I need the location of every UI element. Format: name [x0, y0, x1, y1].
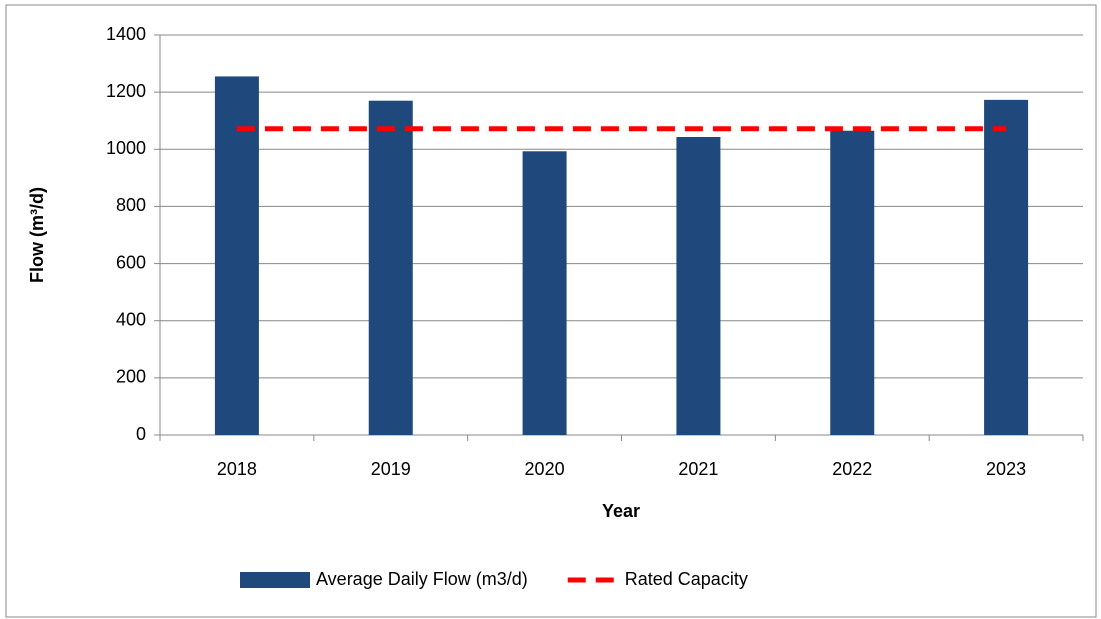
y-tick-label: 1200	[106, 81, 146, 101]
x-tick-label: 2023	[986, 459, 1026, 479]
bar	[676, 137, 721, 435]
x-axis-label: Year	[602, 501, 640, 521]
x-tick-label: 2022	[832, 459, 872, 479]
bar	[214, 76, 259, 435]
x-tick-label: 2021	[678, 459, 718, 479]
y-tick-label: 400	[116, 309, 146, 329]
legend-label: Average Daily Flow (m3/d)	[316, 569, 528, 589]
bar	[984, 99, 1029, 435]
bar	[522, 151, 567, 436]
x-tick-label: 2018	[217, 459, 257, 479]
y-tick-label: 0	[136, 424, 146, 444]
x-tick-label: 2020	[525, 459, 565, 479]
y-axis-label: Flow (m³/d)	[27, 187, 47, 283]
x-tick-label: 2019	[371, 459, 411, 479]
bar	[830, 130, 875, 435]
y-tick-label: 600	[116, 252, 146, 272]
y-tick-label: 200	[116, 367, 146, 387]
legend-label: Rated Capacity	[625, 569, 748, 589]
legend-swatch	[240, 572, 310, 588]
y-tick-label: 1400	[106, 24, 146, 44]
y-tick-label: 800	[116, 195, 146, 215]
bar	[368, 100, 413, 435]
y-tick-label: 1000	[106, 138, 146, 158]
